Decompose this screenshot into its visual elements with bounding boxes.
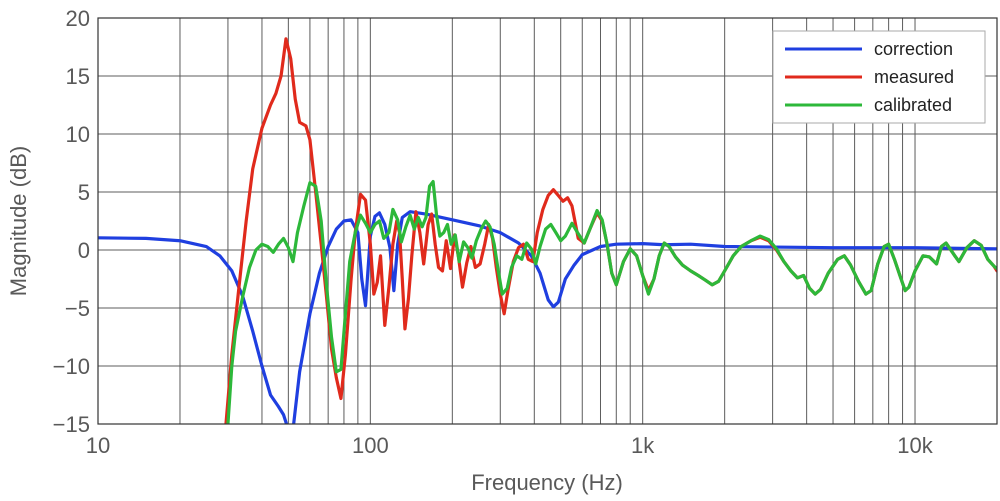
x-tick-labels: 10 100 1k 10k [86, 433, 934, 458]
y-tick-label: 20 [66, 6, 90, 31]
x-axis-label: Frequency (Hz) [471, 470, 623, 495]
legend: correction measured calibrated [772, 30, 986, 124]
y-axis-label: Magnitude (dB) [6, 146, 31, 296]
plot-frame [97, 17, 998, 425]
series-lines [98, 37, 997, 424]
series-line-calibrated [226, 179, 997, 424]
x-tick-label: 100 [352, 433, 389, 458]
x-tick-label: 10k [897, 433, 933, 458]
legend-label-correction: correction [874, 39, 953, 59]
x-tick-label: 10 [86, 433, 110, 458]
legend-label-measured: measured [874, 67, 954, 87]
series-line-correction [98, 210, 997, 424]
y-tick-label: 10 [66, 122, 90, 147]
y-tick-labels: −15 −10 −5 0 5 10 15 20 [53, 6, 90, 437]
x-tick-label: 1k [631, 433, 655, 458]
y-tick-label: 5 [78, 180, 90, 205]
legend-label-calibrated: calibrated [874, 95, 952, 115]
y-tick-label: −15 [53, 412, 90, 437]
y-tick-label: 15 [66, 64, 90, 89]
y-tick-label: −10 [53, 354, 90, 379]
y-tick-label: −5 [65, 296, 90, 321]
y-tick-label: 0 [78, 238, 90, 263]
